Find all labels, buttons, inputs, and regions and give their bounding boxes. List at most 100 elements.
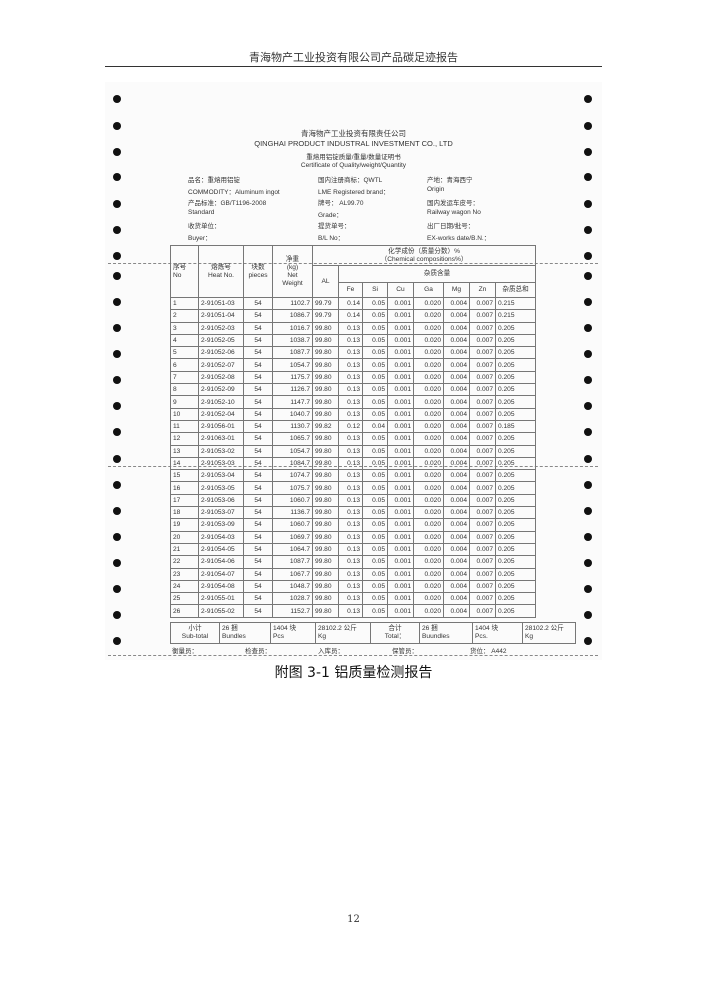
table-cell: 0.001 (387, 370, 414, 385)
table-header-cell: Ga (413, 282, 444, 298)
table-row: 13 2-91053-02 54 1054.7 99.80 0.13 0.05 0.001 0.… (170, 444, 537, 458)
table-cell: 0.007 (469, 346, 496, 360)
table-cell: 0.007 (469, 395, 496, 409)
table-cell: 0.205 (494, 481, 537, 495)
table-cell: 0.001 (387, 407, 414, 421)
table-cell: 54 (243, 444, 273, 458)
table-cell: 0.007 (469, 530, 496, 544)
table-cell: 99.80 (312, 333, 339, 348)
perforation-line (108, 655, 598, 656)
perforation-hole-icon (584, 324, 592, 332)
table-cell: 0.13 (338, 579, 363, 594)
table-cell: 0.05 (362, 407, 388, 421)
table-cell: 0.05 (362, 383, 388, 397)
table-cell: 0.020 (413, 296, 444, 311)
table-cell: 23 (170, 567, 199, 581)
table-cell: 0.05 (362, 370, 388, 385)
table-cell: 0.13 (338, 555, 363, 569)
perforation-hole-icon (113, 200, 121, 208)
table-cell: 0.13 (338, 592, 363, 606)
table-cell: 0.004 (443, 604, 470, 618)
table-cell: 0.205 (494, 469, 537, 483)
table-cell: 24 (170, 579, 199, 594)
table-header-cell: 化学成份（质量分数）% （Chemical compositions%） (311, 245, 537, 266)
table-row: 21 2-91054-05 54 1064.7 99.80 0.13 0.05 0.001 0.… (170, 542, 537, 557)
table-cell: 0.020 (413, 481, 444, 495)
table-cell: 0.05 (362, 481, 388, 495)
table-header-cell: Cu (387, 282, 414, 298)
perforation-hole-icon (113, 507, 121, 515)
table-cell: 0.205 (494, 506, 537, 520)
table-cell: 99.79 (312, 309, 339, 323)
table-cell: 0.020 (413, 579, 444, 594)
totals-cell: 26 捆 Bundles (219, 622, 271, 644)
table-cell: 0.004 (443, 419, 470, 434)
table-cell: 1102.7 (272, 296, 313, 311)
table-cell: 2-91056-01 (198, 419, 244, 434)
perforation-hole-icon (113, 122, 121, 130)
table-cell: 0.020 (413, 518, 444, 532)
certificate-field: 品名：重熔用铝锭 (188, 177, 240, 184)
table-cell: 0.004 (443, 481, 470, 495)
table-cell: 54 (243, 432, 273, 446)
table-cell: 0.004 (443, 493, 470, 508)
table-cell: 21 (170, 542, 199, 557)
table-cell: 99.80 (312, 542, 339, 557)
perforation-hole-icon (113, 559, 121, 567)
table-cell: 0.13 (338, 518, 363, 532)
table-header-cell: 块数 pieces (243, 245, 273, 298)
table-row: 23 2-91054-07 54 1067.7 99.80 0.13 0.05 0.001 0.… (170, 567, 537, 581)
perforation-hole-icon (584, 507, 592, 515)
table-cell: 0.007 (469, 296, 496, 311)
table-cell: 0.001 (387, 432, 414, 446)
table-cell: 0.020 (413, 419, 444, 434)
table-cell: 0.020 (413, 309, 444, 323)
table-row: 2 2-91051-04 54 1086.7 99.79 0.14 0.05 0.001 0.0… (170, 309, 537, 323)
table-cell: 0.13 (338, 469, 363, 483)
table-cell: 99.80 (312, 321, 339, 335)
table-cell: 0.020 (413, 444, 444, 458)
table-cell: 0.205 (494, 567, 537, 581)
table-cell: 0.007 (469, 493, 496, 508)
perforation-hole-icon (584, 559, 592, 567)
table-cell: 16 (170, 481, 199, 495)
table-cell: 0.004 (443, 518, 470, 532)
table-cell: 7 (170, 370, 199, 385)
table-cell: 2-91052-06 (198, 346, 244, 360)
table-cell: 2-91054-08 (198, 579, 244, 594)
table-cell: 0.205 (494, 346, 537, 360)
perforation-hole-icon (584, 533, 592, 541)
table-header-cell: AL (312, 265, 339, 298)
table-cell: 0.020 (413, 432, 444, 446)
table-cell: 0.001 (387, 383, 414, 397)
table-cell: 0.13 (338, 395, 363, 409)
table-cell: 0.007 (469, 321, 496, 335)
table-cell: 99.80 (312, 444, 339, 458)
figure-caption: 附图 3-1 铝质量检测报告 (274, 665, 433, 681)
table-cell: 0.205 (494, 333, 537, 348)
table-cell: 0.004 (443, 567, 470, 581)
table-cell: 99.80 (312, 518, 339, 532)
table-cell: 99.80 (312, 579, 339, 594)
perforation-hole-icon (113, 637, 121, 645)
table-cell: 0.007 (469, 518, 496, 532)
table-cell: 0.020 (413, 456, 444, 471)
table-cell: 0.001 (387, 296, 414, 311)
table-cell: 0.05 (362, 542, 388, 557)
table-cell: 0.13 (338, 321, 363, 335)
table-cell: 25 (170, 592, 199, 606)
table-cell: 0.020 (413, 592, 444, 606)
perforation-hole-icon (584, 376, 592, 384)
table-cell: 0.020 (413, 346, 444, 360)
certificate-field: Grade： (318, 211, 343, 219)
table-cell: 0.001 (387, 555, 414, 569)
totals-table: 小计 Sub-total 26 捆 Bundles 1404 块 Pcs 28102.2 公… (170, 622, 576, 644)
table-cell: 0.001 (387, 346, 414, 360)
perforation-hole-icon (584, 402, 592, 410)
table-cell: 54 (243, 604, 273, 618)
table-cell: 99.80 (312, 383, 339, 397)
table-cell: 2-91051-03 (198, 296, 244, 311)
table-cell: 0.13 (338, 456, 363, 471)
table-cell: 0.13 (338, 542, 363, 557)
signoff-field: 入库员： (318, 648, 344, 655)
